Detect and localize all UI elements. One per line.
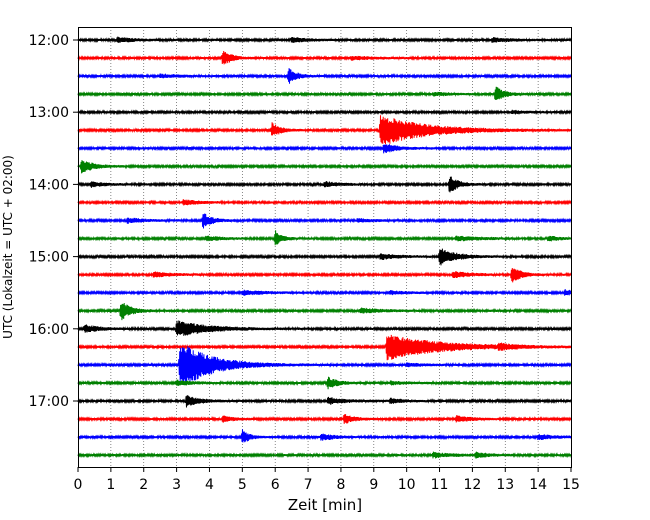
seismic-trace-1700 [77,395,572,408]
seismic-trace-1615 [77,334,572,361]
y-axis-label: UTC (Lokalzeit = UTC + 02:00) [1,155,15,339]
seismic-trace-1315 [77,115,572,145]
seismic-trace-1430 [77,213,572,229]
y-axis: 12:00 13:00 14:00 15:00 16:00 17:00 [29,33,78,410]
y-tick-label: 13:00 [29,105,69,121]
y-tick-label: 12:00 [29,33,69,49]
seismic-trace-1330 [77,144,572,154]
seismic-trace-1530 [77,289,572,296]
x-tick-label: 8 [336,477,345,493]
y-tick-label: 16:00 [29,322,69,338]
seismic-trace-1245 [77,86,572,101]
seismic-trace-1230 [77,68,572,84]
seismic-trace-1745 [77,451,572,459]
x-tick-label: 9 [369,477,378,493]
x-axis: 0 1 2 3 4 5 6 7 8 9 10 11 12 13 14 15 [74,467,580,493]
x-tick-label: 6 [271,477,280,493]
x-tick-label: 15 [562,477,580,493]
x-tick-label: 12 [463,477,481,493]
plot-frame [78,27,572,468]
x-tick-label: 11 [431,477,449,493]
seismic-trace-1630 [77,346,572,385]
seismic-trace-1200 [77,36,572,44]
seismic-trace-1400 [77,176,572,193]
y-tick-label: 14:00 [29,177,69,193]
x-tick-label: 0 [74,477,83,493]
x-axis-label: Zeit [min] [288,496,362,514]
seismic-trace-1545 [77,302,572,321]
x-tick-label: 7 [304,477,313,493]
x-tick-label: 3 [172,477,181,493]
seismic-trace-1500 [77,248,572,266]
x-tick-label: 4 [205,477,214,493]
x-tick-label: 10 [398,477,416,493]
y-tick-label: 17:00 [29,394,69,410]
x-tick-label: 13 [496,477,514,493]
x-tick-label: 2 [139,477,148,493]
seismic-trace-1515 [77,267,572,283]
y-tick-label: 15:00 [29,250,69,266]
x-tick-label: 5 [238,477,247,493]
seismic-trace-1645 [77,376,572,390]
seismic-trace-1345 [77,160,572,174]
seismic-trace-1715 [77,414,572,424]
seismic-trace-1215 [77,50,572,65]
x-gridlines [110,27,539,467]
seismic-trace-1300 [77,109,572,116]
seismic-trace-1600 [77,320,572,336]
seismic-trace-1730 [77,429,572,443]
seismic-traces [77,36,572,459]
x-tick-label: 14 [529,477,547,493]
seismic-trace-1415 [77,199,572,206]
seismic-trace-1445 [77,230,572,246]
x-tick-label: 1 [106,477,115,493]
